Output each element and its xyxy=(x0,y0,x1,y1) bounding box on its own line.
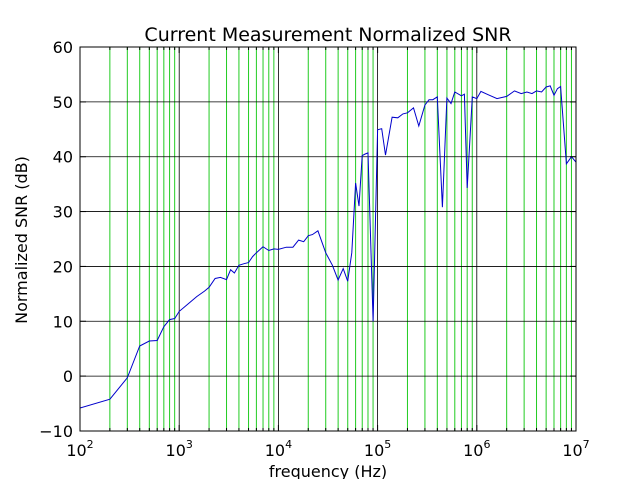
y-tick-label: 30 xyxy=(53,203,73,222)
grid-lines xyxy=(79,46,577,432)
x-tick-base: 10 xyxy=(265,441,285,460)
y-tick-label: 60 xyxy=(53,38,73,57)
x-tick-base: 10 xyxy=(463,441,483,460)
chart-title: Current Measurement Normalized SNR xyxy=(144,24,511,46)
x-tick-base: 10 xyxy=(562,441,582,460)
x-tick-exponent: 3 xyxy=(186,438,193,451)
x-tick-label: 106 xyxy=(463,438,490,460)
x-tick-exponent: 5 xyxy=(384,438,391,451)
x-tick-base: 10 xyxy=(66,441,86,460)
y-tick-label: 50 xyxy=(53,93,73,112)
x-tick-exponent: 7 xyxy=(583,438,590,451)
y-tick-label: −10 xyxy=(39,422,73,441)
x-tick-exponent: 2 xyxy=(87,438,94,451)
x-tick-label: 104 xyxy=(265,438,292,460)
x-tick-exponent: 6 xyxy=(483,438,490,451)
x-tick-label: 102 xyxy=(66,438,93,460)
x-tick-label: 105 xyxy=(364,438,391,460)
x-axis-label: frequency (Hz) xyxy=(269,462,387,479)
plot-frame xyxy=(79,46,577,432)
snr-series-line xyxy=(80,85,576,409)
y-tick-label: 40 xyxy=(53,148,73,167)
x-tick-label: 107 xyxy=(562,438,589,460)
y-tick-label: 0 xyxy=(63,367,73,386)
plot-area xyxy=(80,85,576,409)
x-tick-label: 103 xyxy=(166,438,193,460)
x-tick-base: 10 xyxy=(364,441,384,460)
y-tick-label: 20 xyxy=(53,257,73,276)
x-tick-base: 10 xyxy=(166,441,186,460)
y-axis-label: Normalized SNR (dB) xyxy=(12,156,31,324)
y-tick-label: 10 xyxy=(53,312,73,331)
x-tick-exponent: 4 xyxy=(285,438,292,451)
